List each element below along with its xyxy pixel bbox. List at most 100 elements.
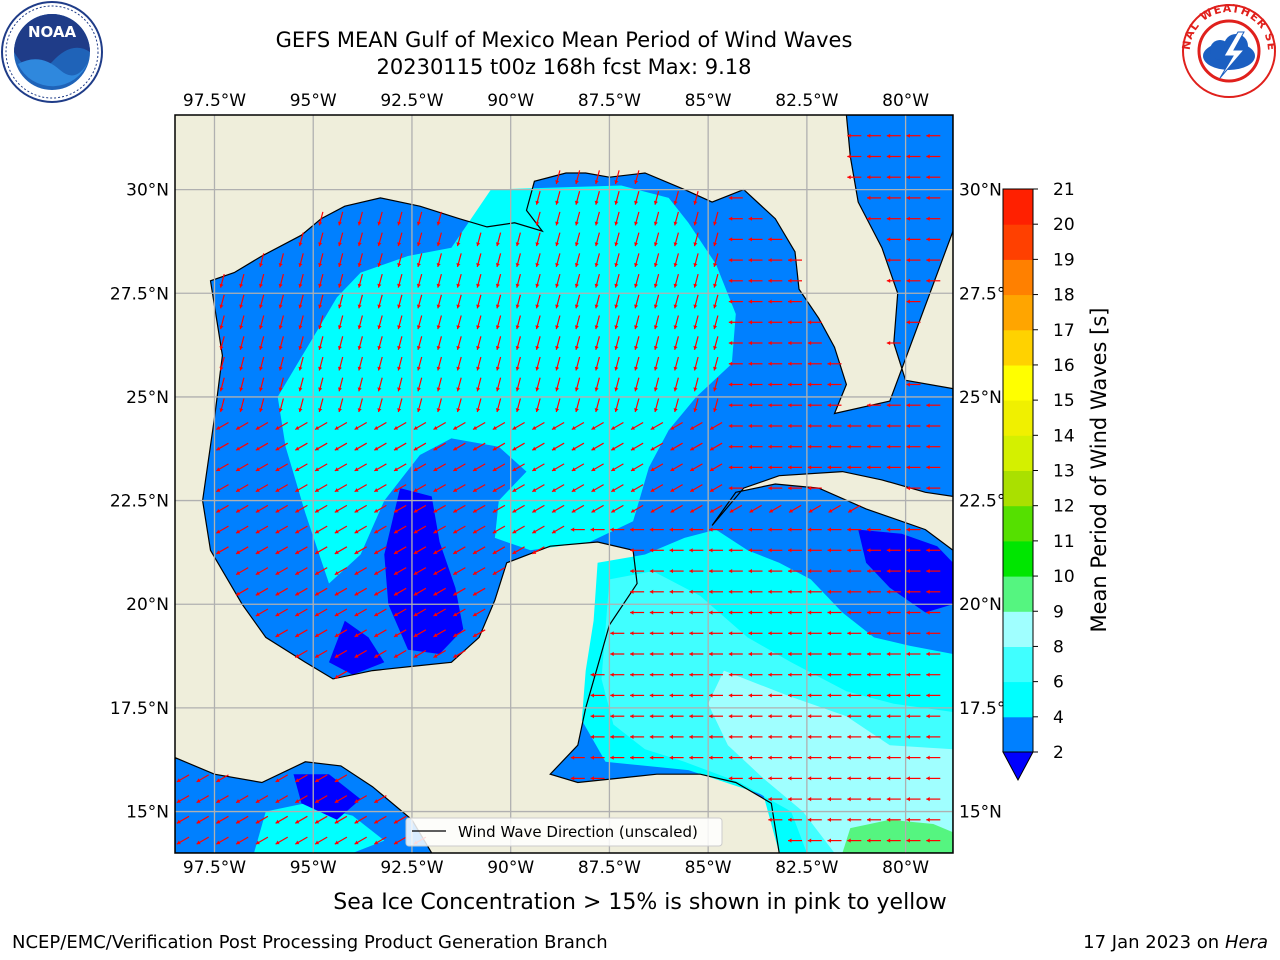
wind-arrow	[196, 815, 210, 824]
wind-arrow	[748, 569, 763, 574]
wind-arrow	[456, 232, 462, 247]
wind-arrow	[847, 548, 862, 553]
wind-arrow	[788, 817, 802, 822]
wind-arrow	[788, 548, 802, 553]
wind-arrow	[275, 504, 289, 513]
wind-arrow	[673, 211, 679, 226]
wind-arrow	[354, 463, 368, 472]
wind-arrow	[614, 356, 620, 371]
wind-arrow	[768, 341, 783, 346]
wind-arrow	[673, 273, 679, 288]
colorbar-tick-label: 14	[1053, 426, 1075, 446]
wind-arrow	[847, 175, 862, 180]
noaa-logo: NOAA	[0, 0, 104, 104]
colorbar: 2 4 6 8 9 10 11 12 13 14 15 16 17 18 19 20 21 Mean Period…	[1002, 180, 1111, 782]
wind-arrow	[926, 216, 941, 221]
wind-arrow	[768, 817, 783, 822]
wind-arrow	[906, 734, 921, 739]
wind-arrow	[338, 356, 344, 371]
wind-arrow	[397, 232, 403, 247]
wind-arrow	[768, 693, 783, 698]
wind-arrow	[926, 714, 941, 719]
wind-arrow	[906, 444, 921, 449]
wind-arrow	[571, 442, 585, 451]
wind-arrow	[768, 423, 783, 428]
colorbar-tick-label: 2	[1053, 743, 1064, 763]
wind-arrow	[709, 421, 723, 431]
wind-arrow	[926, 838, 941, 843]
wind-arrow	[294, 567, 308, 576]
wind-arrow	[515, 398, 521, 413]
wind-arrow	[670, 442, 683, 451]
wind-arrow	[610, 463, 624, 472]
wind-arrow	[906, 320, 921, 325]
wind-arrow	[397, 273, 403, 288]
wind-arrow	[728, 361, 743, 366]
wind-arrow	[867, 734, 881, 739]
wind-arrow	[906, 216, 921, 221]
wind-arrow	[456, 377, 462, 392]
wind-arrow	[886, 258, 901, 263]
wind-arrow	[728, 465, 743, 470]
wind-arrow	[748, 299, 763, 304]
wind-arrow	[709, 548, 723, 553]
wind-arrow	[334, 546, 348, 555]
wind-arrow	[650, 484, 664, 493]
wind-arrow	[886, 755, 901, 760]
wind-arrow	[314, 463, 328, 472]
wind-arrow	[357, 398, 363, 413]
wind-arrow	[827, 548, 842, 553]
wind-arrow	[768, 755, 783, 760]
wind-arrow	[926, 258, 941, 263]
wind-arrow	[728, 755, 743, 760]
wind-arrow	[196, 795, 210, 804]
wind-arrow	[255, 484, 269, 493]
wind-arrow	[373, 815, 387, 824]
wind-arrow	[906, 693, 921, 698]
wind-arrow	[334, 442, 348, 451]
wind-arrow	[436, 398, 442, 413]
wind-arrow	[495, 273, 502, 288]
wind-arrow	[294, 587, 308, 596]
wind-arrow	[555, 211, 561, 226]
wind-arrow	[397, 315, 403, 330]
wind-arrow	[788, 465, 802, 470]
wind-arrow	[294, 608, 308, 617]
lon-tick-label-top: 92.5°W	[380, 91, 443, 111]
wind-arrow	[314, 567, 328, 576]
wind-arrow	[574, 315, 581, 330]
wind-arrow	[649, 714, 664, 719]
wind-arrow	[476, 336, 482, 350]
wind-arrow	[906, 755, 921, 760]
wind-arrow	[472, 484, 486, 493]
wind-arrow	[255, 525, 269, 534]
wind-arrow	[673, 191, 679, 205]
wind-arrow	[294, 836, 308, 845]
wind-arrow	[334, 629, 348, 638]
wind-arrow	[630, 527, 645, 532]
wind-arrow	[492, 504, 506, 513]
wind-arrow	[610, 527, 625, 532]
wind-arrow	[334, 608, 348, 617]
wind-arrow	[768, 299, 783, 304]
wind-arrow	[689, 569, 704, 574]
wind-arrow	[294, 795, 308, 804]
wind-arrow	[594, 294, 600, 309]
wind-arrow	[867, 755, 881, 760]
wind-arrow	[847, 734, 862, 739]
wind-arrow	[713, 315, 719, 330]
wind-arrow	[216, 504, 229, 513]
wind-arrow	[926, 175, 941, 180]
wind-arrow	[594, 336, 600, 350]
wind-arrow	[512, 525, 525, 534]
wind-arrow	[653, 232, 660, 247]
wind-arrow	[235, 567, 249, 576]
wind-arrow	[649, 527, 664, 532]
wind-arrow	[748, 361, 763, 366]
wind-arrow	[906, 589, 921, 594]
wind-arrow	[906, 838, 921, 843]
lat-labels-left: 15°N 17.5°N 20°N 22.5°N 25°N 27.5°N 30°N	[110, 181, 169, 823]
colorbar-segment	[1003, 540, 1033, 577]
wind-arrow	[574, 253, 581, 268]
wind-arrow	[673, 315, 679, 330]
